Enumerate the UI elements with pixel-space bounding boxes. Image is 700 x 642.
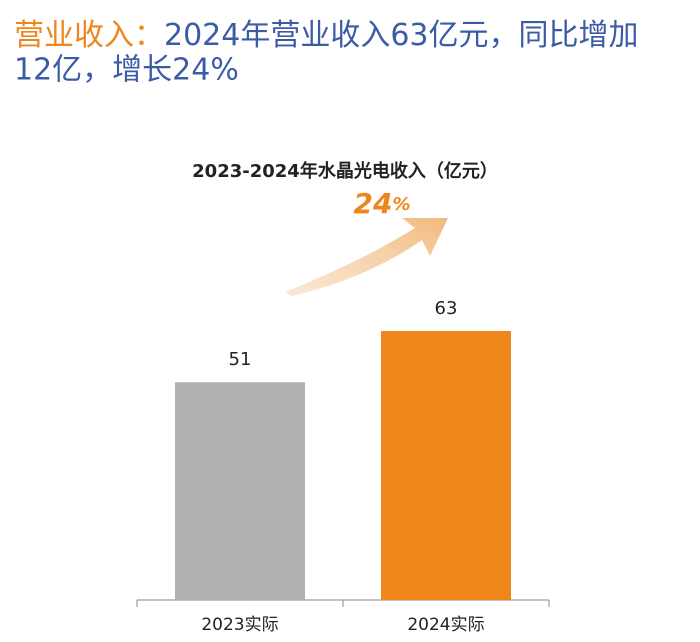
growth-label: 24%	[353, 187, 410, 220]
headline-text: 2024年营业收入63亿元，同比增加	[164, 18, 639, 53]
headline: 营业收入：2024年营业收入63亿元，同比增加	[14, 18, 639, 53]
bar	[175, 382, 305, 600]
chart-title: 2023-2024年水晶光电收入（亿元）	[192, 160, 498, 182]
growth-number: 24	[353, 187, 392, 220]
x-tick-label: 2023实际	[201, 615, 278, 635]
growth-unit: %	[392, 194, 410, 215]
growth-arrow	[285, 218, 448, 296]
headline-text: 12亿，增长24%	[14, 53, 239, 88]
data-label: 63	[435, 298, 458, 319]
data-label: 51	[229, 349, 252, 370]
x-tick-label: 2024实际	[407, 615, 484, 635]
bar	[381, 331, 511, 600]
x-axis	[136, 599, 550, 607]
headline-label: 营业收入：	[14, 18, 164, 53]
